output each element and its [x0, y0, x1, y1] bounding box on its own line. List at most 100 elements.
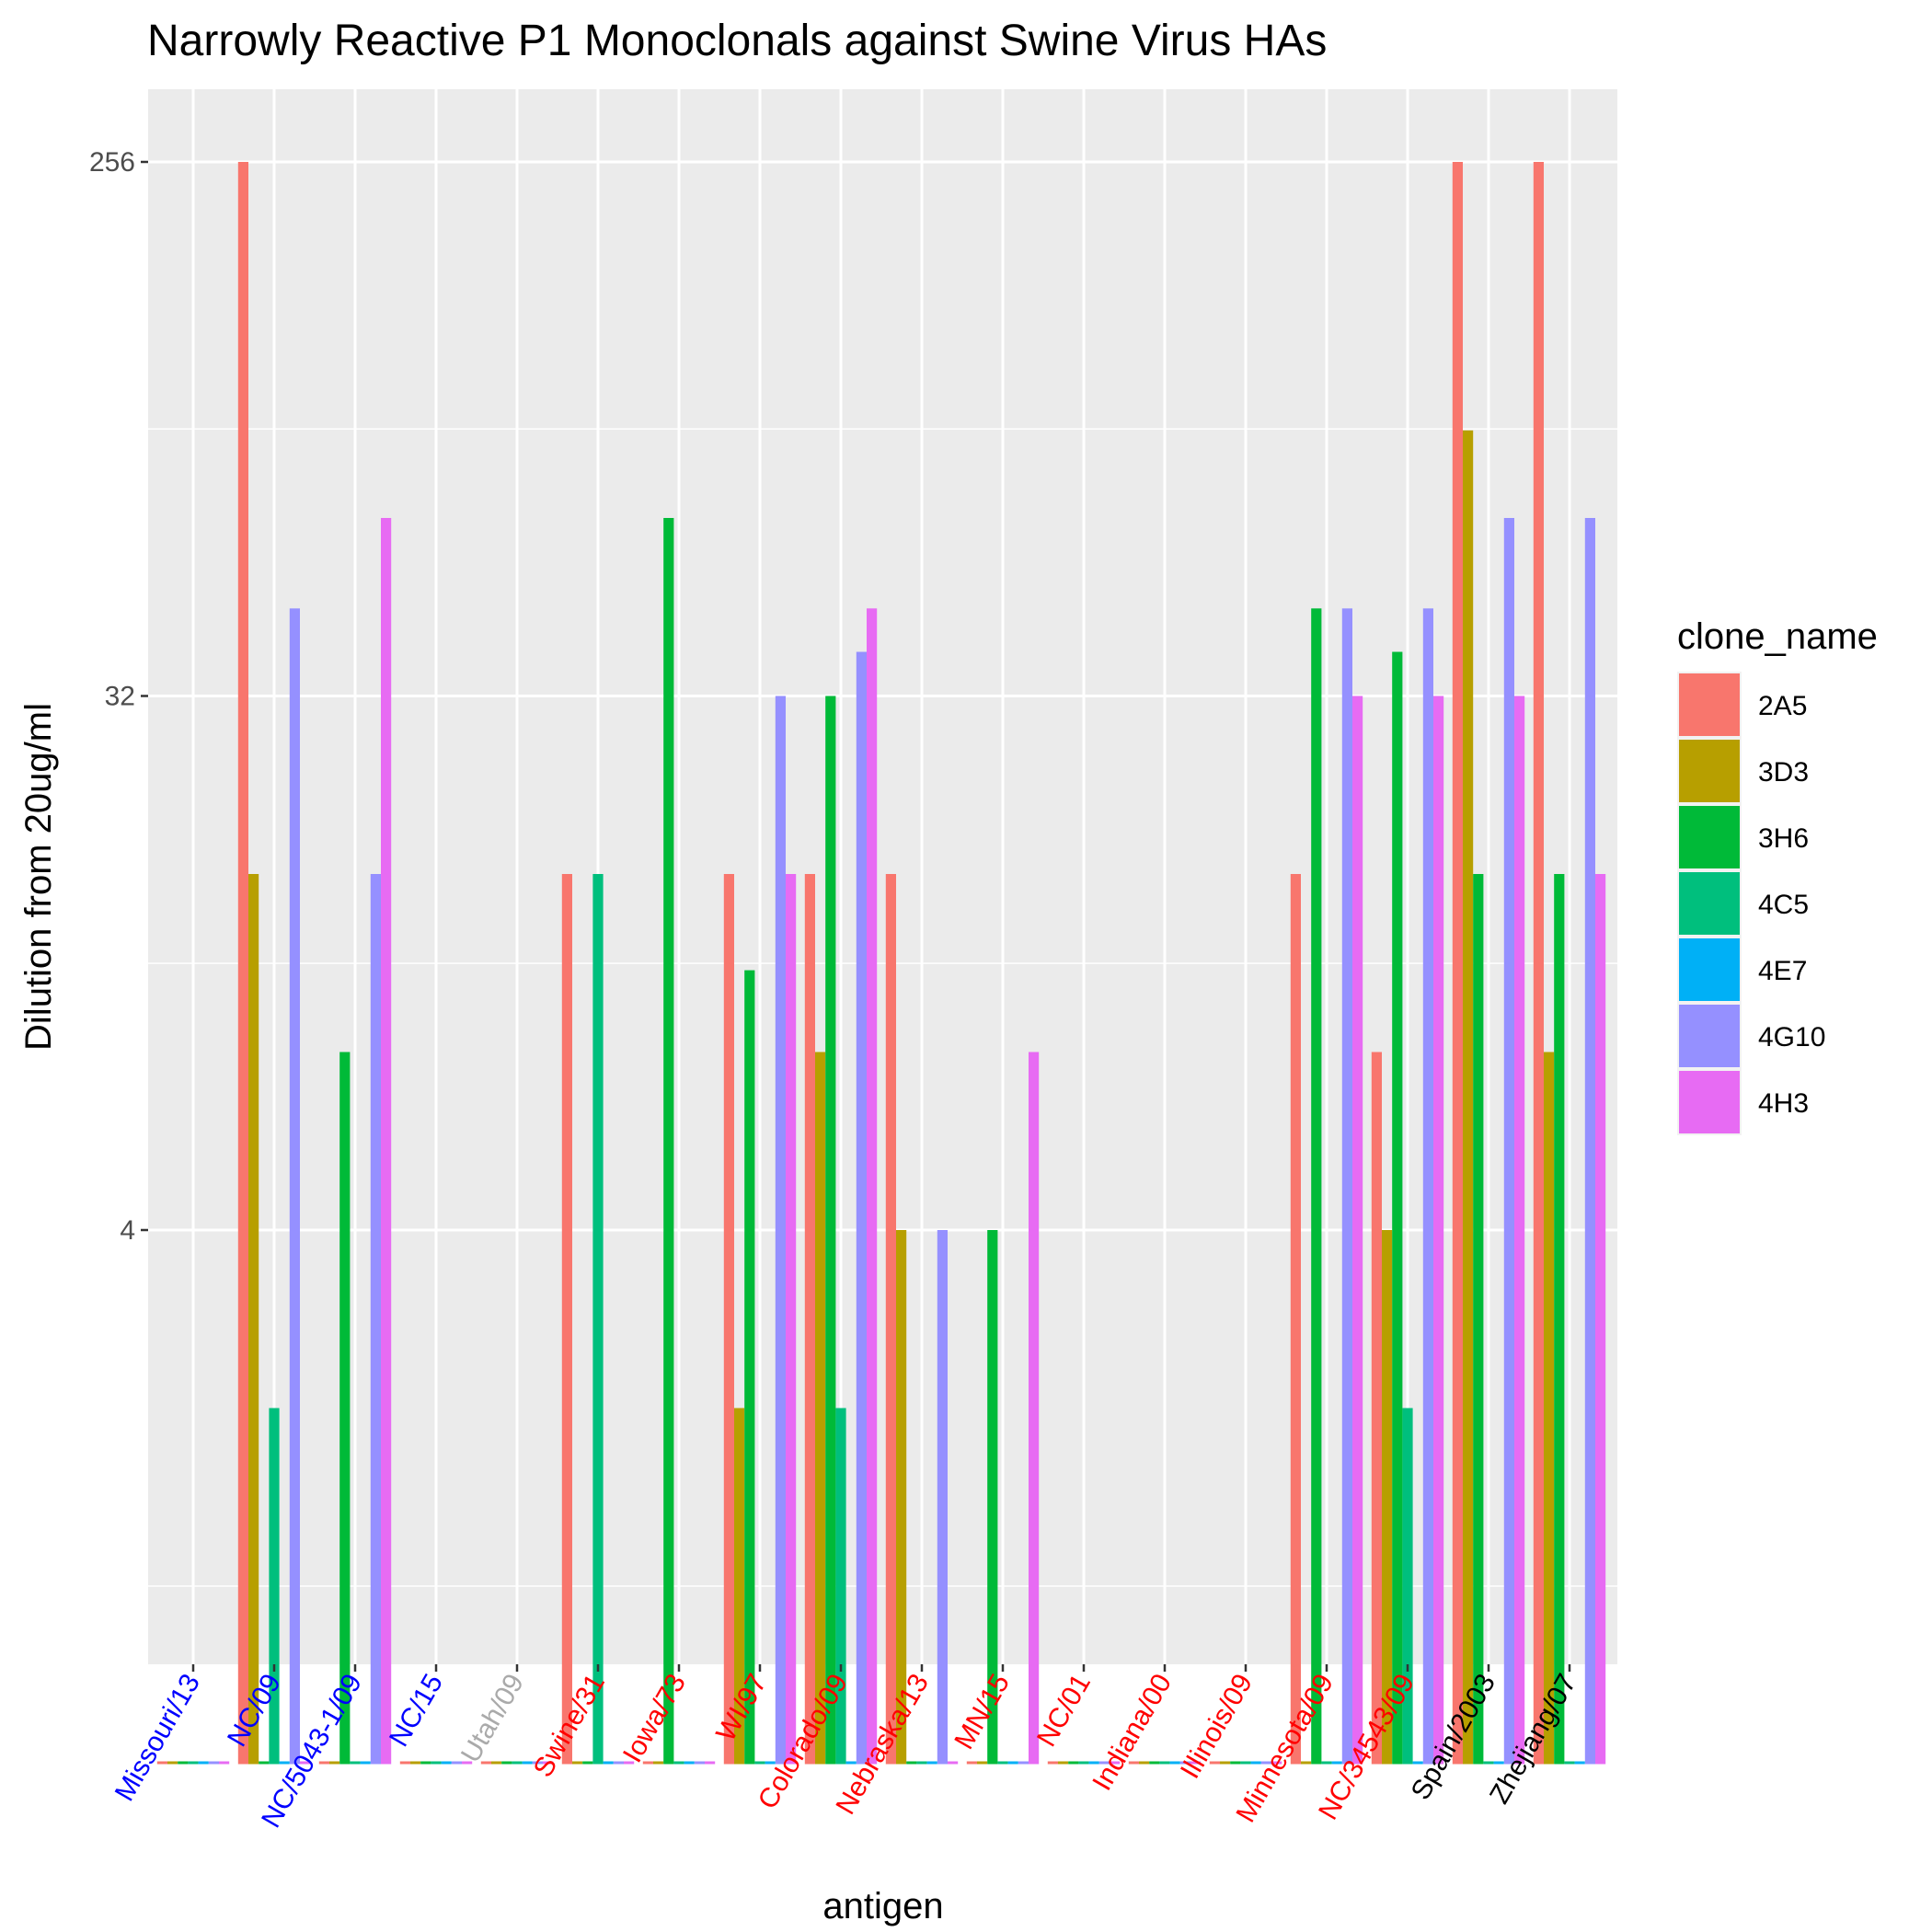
- bar-4C5-8: [835, 1408, 846, 1765]
- bar-3H6-9: [906, 1761, 917, 1765]
- bar-3H6-2: [339, 1052, 351, 1765]
- bar-4C5-14: [1321, 1761, 1332, 1765]
- x-tick-label: Iowa/73: [617, 1669, 692, 1768]
- bar-4H3-11: [1110, 1761, 1121, 1765]
- bar-4C5-17: [1564, 1761, 1575, 1765]
- bar-2A5-0: [156, 1761, 167, 1765]
- bar-3D3-12: [1139, 1761, 1150, 1765]
- bar-4C5-16: [1483, 1761, 1494, 1765]
- bar-4G10-4: [532, 1761, 543, 1765]
- x-tick-label: Utah/09: [455, 1669, 530, 1768]
- x-tick-label: WI/97: [710, 1669, 773, 1746]
- bar-4G10-0: [208, 1761, 219, 1765]
- legend-swatch-4E7: [1679, 938, 1740, 1001]
- bar-4E7-4: [522, 1761, 533, 1765]
- bar-3D3-11: [1058, 1761, 1069, 1765]
- bar-3H6-17: [1554, 874, 1565, 1765]
- legend-label-4H3: 4H3: [1758, 1088, 1809, 1119]
- bar-4C5-12: [1159, 1761, 1170, 1765]
- bar-4G10-7: [775, 696, 786, 1765]
- bar-3D3-8: [815, 1052, 826, 1765]
- bar-4C5-15: [1402, 1408, 1413, 1765]
- bar-4E7-2: [360, 1761, 371, 1765]
- bar-4H3-10: [1029, 1052, 1040, 1765]
- y-tick-label: 32: [105, 682, 135, 712]
- bar-3D3-4: [491, 1761, 502, 1765]
- bar-4G10-5: [613, 1761, 624, 1765]
- bar-3H6-12: [1149, 1761, 1160, 1765]
- bar-4E7-7: [765, 1761, 776, 1765]
- bar-4C5-6: [673, 1761, 684, 1765]
- x-tick-label: Missouri/13: [109, 1669, 206, 1806]
- bar-2A5-14: [1290, 874, 1301, 1765]
- legend-swatch-2A5: [1679, 673, 1740, 736]
- x-tick-label: Zhejiang/07: [1484, 1669, 1582, 1809]
- x-axis-title: antigen: [822, 1886, 943, 1926]
- legend-swatch-3H6: [1679, 806, 1740, 868]
- bar-3H6-0: [178, 1761, 189, 1765]
- bar-3H6-1: [259, 1761, 270, 1765]
- bar-3H6-3: [420, 1761, 431, 1765]
- legend-label-4C5: 4C5: [1758, 890, 1809, 920]
- bar-4H3-4: [543, 1761, 554, 1765]
- bar-4G10-12: [1179, 1761, 1190, 1765]
- x-tick-label: NC/01: [1031, 1669, 1097, 1752]
- x-tick-label: Illinois/09: [1175, 1669, 1259, 1784]
- bar-3H6-4: [501, 1761, 512, 1765]
- bar-4H3-7: [786, 874, 797, 1765]
- bar-4G10-16: [1503, 518, 1514, 1765]
- bar-2A5-4: [480, 1761, 491, 1765]
- bar-4H3-9: [948, 1761, 959, 1765]
- legend-swatch-3D3: [1679, 740, 1740, 802]
- bar-2A5-17: [1533, 162, 1544, 1765]
- bar-4C5-11: [1078, 1761, 1089, 1765]
- bar-3H6-13: [1230, 1761, 1241, 1765]
- legend-swatch-4G10: [1679, 1005, 1740, 1067]
- bar-2A5-6: [642, 1761, 653, 1765]
- legend-swatch-4C5: [1679, 872, 1740, 935]
- bar-4C5-3: [431, 1761, 442, 1765]
- y-axis-title: Dilution from 20ug/ml: [18, 703, 59, 1051]
- y-tick-label: 4: [120, 1215, 135, 1246]
- bar-4E7-13: [1250, 1761, 1261, 1765]
- legend: clone_name 2A5 3D3 3H6 4C5 4E7 4G10 4H3: [1677, 616, 1878, 1135]
- y-axis: 4 32 256: [89, 147, 148, 1246]
- bar-3H6-6: [663, 518, 674, 1765]
- bar-2A5-15: [1371, 1052, 1382, 1765]
- bar-2A5-13: [1209, 1761, 1220, 1765]
- bar-3D3-1: [248, 874, 259, 1765]
- x-tick-label: NC/15: [384, 1669, 449, 1752]
- legend-title: clone_name: [1677, 616, 1878, 657]
- bar-4C5-5: [592, 874, 604, 1765]
- bar-4H3-0: [219, 1761, 230, 1765]
- bar-4E7-6: [684, 1761, 695, 1765]
- bar-4G10-10: [1018, 1761, 1029, 1765]
- bar-3D3-10: [977, 1761, 988, 1765]
- bar-4E7-3: [441, 1761, 452, 1765]
- bar-4E7-0: [198, 1761, 209, 1765]
- bar-4G10-11: [1098, 1761, 1110, 1765]
- bar-4H3-14: [1352, 696, 1363, 1765]
- bar-3D3-5: [572, 1761, 583, 1765]
- bar-4H3-12: [1190, 1761, 1202, 1765]
- bar-2A5-11: [1047, 1761, 1058, 1765]
- bars-layer: [156, 162, 1606, 1765]
- bar-4E7-17: [1574, 1761, 1585, 1765]
- legend-label-4G10: 4G10: [1758, 1022, 1825, 1052]
- bar-4G10-3: [451, 1761, 462, 1765]
- x-tick-label: Indiana/00: [1087, 1669, 1178, 1796]
- legend-swatch-4H3: [1679, 1071, 1740, 1133]
- bar-4C5-0: [188, 1761, 199, 1765]
- bar-3H6-10: [987, 1230, 998, 1765]
- bar-4C5-10: [997, 1761, 1008, 1765]
- bar-3H6-7: [744, 970, 755, 1765]
- bar-4G10-13: [1260, 1761, 1271, 1765]
- bar-4G10-15: [1422, 608, 1433, 1765]
- bar-4E7-15: [1412, 1761, 1423, 1765]
- bar-4H3-2: [381, 518, 392, 1765]
- bar-4G10-2: [370, 874, 381, 1765]
- x-tick-label: MN/15: [949, 1669, 1016, 1754]
- bar-4E7-8: [845, 1761, 857, 1765]
- bar-2A5-10: [966, 1761, 977, 1765]
- bar-4E7-1: [279, 1761, 290, 1765]
